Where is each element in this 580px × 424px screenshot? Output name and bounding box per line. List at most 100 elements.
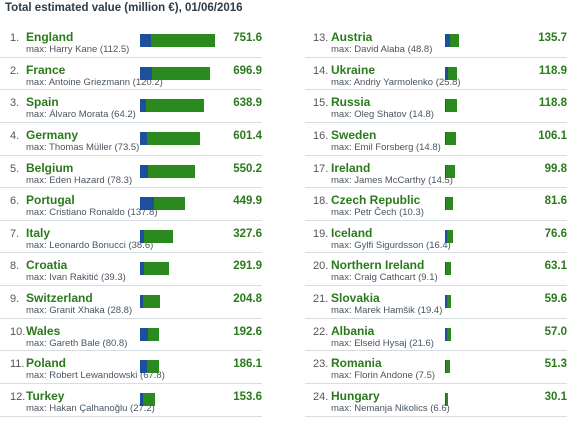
value-bar [140, 197, 185, 211]
top-player-bar-segment [445, 327, 448, 341]
remaining-bar-segment [143, 262, 170, 276]
rank-label: 24. [313, 391, 329, 404]
total-value-label: 153.6 [233, 391, 262, 404]
top-player-label: max: Florin Andone (7.5) [331, 370, 436, 382]
value-bar [140, 327, 160, 341]
top-player-bar-segment [140, 197, 154, 211]
top-player-bar-segment [140, 262, 144, 276]
country-name: Switzerland [26, 291, 93, 306]
value-bar [140, 295, 161, 309]
table-row: 5. Belgium max: Eden Hazard (78.3) 550.2 [0, 156, 262, 189]
remaining-bar-segment [148, 327, 160, 341]
rank-label: 7. [10, 227, 20, 240]
total-value-label: 204.8 [233, 293, 262, 306]
total-value-label: 696.9 [233, 64, 262, 77]
top-player-label: max: Ivan Rakitić (39.3) [26, 272, 126, 284]
remaining-bar-segment [447, 327, 451, 341]
top-player-bar-segment [140, 295, 143, 309]
rank-label: 9. [10, 293, 20, 306]
rank-label: 20. [313, 260, 329, 273]
top-player-label: max: Leonardo Bonucci (38.6) [26, 239, 154, 251]
top-player-label: max: Emil Forsberg (14.8) [331, 141, 441, 153]
total-value-label: 327.6 [233, 227, 262, 240]
country-name: Northern Ireland [331, 258, 425, 273]
country-name: Portugal [26, 193, 75, 208]
rank-label: 2. [10, 64, 20, 77]
remaining-bar-segment [447, 66, 457, 80]
value-bar [445, 66, 457, 80]
value-bar [445, 99, 457, 113]
remaining-bar-segment [446, 131, 456, 145]
table-row: 23. Romania max: Florin Andone (7.5) 51.3 [305, 351, 567, 385]
top-player-bar-segment [140, 393, 143, 407]
country-name: Austria [331, 30, 373, 44]
rank-label: 23. [313, 358, 329, 371]
country-name: Ireland [331, 160, 371, 175]
country-name: Sweden [331, 127, 377, 142]
chart-title: Total estimated value (million €), 01/06… [5, 2, 243, 14]
value-bar [445, 164, 455, 178]
value-bar [140, 66, 210, 80]
remaining-bar-segment [449, 34, 459, 47]
remaining-bar-segment [142, 393, 156, 407]
top-player-label: max: David Alaba (48.8) [331, 44, 433, 55]
country-name: Ukraine [331, 62, 376, 77]
remaining-bar-segment [146, 360, 159, 374]
table-row: 19. Iceland max: Gylfi Sigurdsson (16.4) 76… [305, 221, 567, 254]
table-row: 4. Germany max: Thomas Müller (73.5) 601.4 [0, 123, 262, 156]
table-row: 11. Poland max: Robert Lewandowski (67.8) 1… [0, 351, 262, 385]
table-row: 16. Sweden max: Emil Forsberg (14.8) 106.1 [305, 123, 567, 156]
table-row: 3. Spain max: Álvaro Morata (64.2) 638.9 [0, 90, 262, 123]
table-row: 8. Croatia max: Ivan Rakitić (39.3) 291.9 [0, 253, 262, 287]
country-name: Croatia [26, 258, 68, 273]
country-name: Italy [26, 225, 51, 240]
top-player-label: max: Petr Čech (10.3) [331, 207, 424, 219]
top-player-bar-segment [445, 131, 447, 145]
value-bar [140, 99, 204, 113]
table-row: 20. Northern Ireland max: Craig Cathcart (… [305, 253, 567, 287]
top-player-bar-segment [140, 131, 148, 145]
top-player-label: max: Harry Kane (112.5) [26, 44, 130, 55]
remaining-bar-segment [446, 229, 453, 243]
country-name: Albania [331, 323, 375, 338]
rank-label: 12. [10, 391, 26, 404]
remaining-bar-segment [445, 262, 452, 276]
total-value-label: 186.1 [233, 358, 262, 371]
remaining-bar-segment [147, 131, 200, 145]
top-player-bar-segment [140, 34, 152, 47]
top-player-bar-segment [445, 262, 446, 276]
top-player-bar-segment [140, 66, 152, 80]
country-name: Hungary [331, 389, 380, 404]
remaining-bar-segment [151, 34, 215, 47]
rank-label: 8. [10, 260, 20, 273]
top-player-bar-segment [140, 327, 149, 341]
rank-label: 21. [313, 293, 329, 306]
table-row: 14. Ukraine max: Andriy Yarmolenko (25.8) 1… [305, 58, 567, 91]
total-value-label: 57.0 [544, 325, 567, 338]
country-name: Germany [26, 127, 79, 142]
total-value-label: 638.9 [233, 97, 262, 110]
rank-label: 6. [10, 195, 20, 208]
value-bar [445, 262, 452, 276]
remaining-bar-segment [445, 393, 448, 407]
top-player-bar-segment [140, 229, 144, 243]
remaining-bar-segment [446, 164, 455, 178]
total-value-label: 291.9 [233, 260, 262, 273]
table-row: 22. Albania max: Elseid Hysaj (21.6) 57.0 [305, 319, 567, 352]
top-player-bar-segment [445, 393, 446, 407]
total-value-label: 135.7 [538, 32, 567, 44]
value-bar [140, 262, 170, 276]
value-bar [140, 393, 156, 407]
value-bar [140, 229, 173, 243]
rank-label: 22. [313, 325, 329, 338]
top-player-label: max: Thomas Müller (73.5) [26, 141, 140, 153]
top-player-bar-segment [445, 34, 450, 47]
total-value-label: 118.8 [538, 97, 567, 110]
rank-label: 18. [313, 195, 329, 208]
table-row: 24. Hungary max: Nemanja Nikolics (6.6) 30.… [305, 384, 567, 417]
value-bar [445, 229, 453, 243]
country-name: Poland [26, 356, 67, 371]
ranking-column-left: 1. England max: Harry Kane (112.5) 751.6 2. F… [0, 25, 262, 417]
value-bar [140, 360, 159, 374]
value-bar [140, 164, 195, 178]
